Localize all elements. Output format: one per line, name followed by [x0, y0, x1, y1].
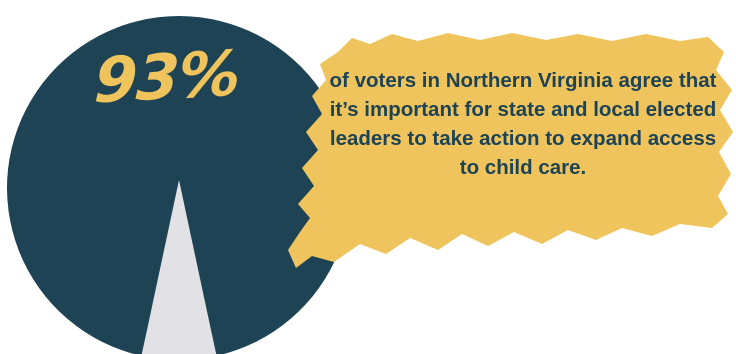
headline-percentage: 93% [92, 36, 242, 118]
pie-slice-other [141, 180, 217, 354]
stat-caption: of voters in Northern Virginia agree tha… [329, 69, 717, 179]
brush-stroke-shape [288, 33, 733, 268]
pie-slices [7, 16, 351, 354]
